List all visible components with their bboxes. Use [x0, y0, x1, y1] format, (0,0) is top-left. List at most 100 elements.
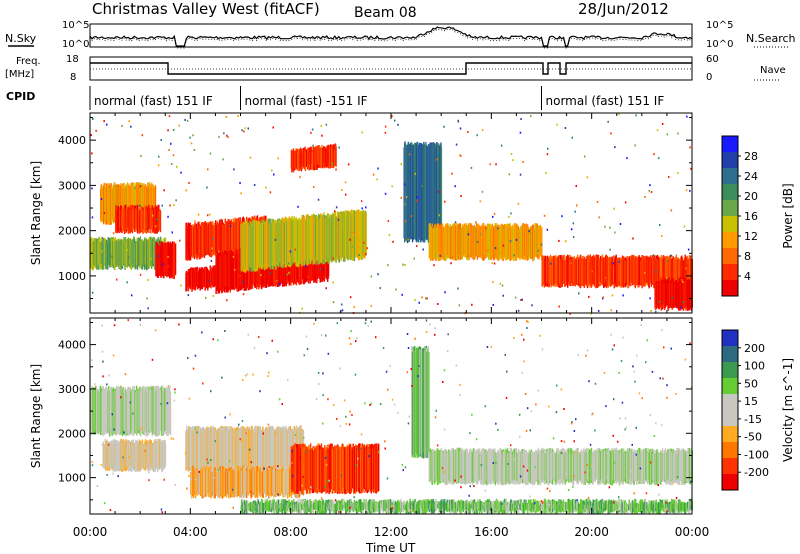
data-column: [326, 500, 328, 508]
data-speck: [225, 116, 228, 118]
data-speck: [186, 242, 188, 245]
data-speck: [637, 285, 639, 288]
data-speck: [331, 162, 334, 165]
noise-tick-high: 10^5: [62, 20, 89, 31]
data-speck: [499, 282, 502, 285]
data-speck: [365, 206, 367, 209]
data-speck: [644, 195, 646, 198]
data-speck: [530, 115, 532, 118]
data-speck: [222, 158, 224, 161]
data-speck: [391, 185, 393, 188]
data-speck: [337, 218, 340, 221]
data-speck: [176, 165, 178, 168]
data-speck: [645, 282, 648, 285]
data-speck: [387, 220, 390, 223]
data-speck: [687, 264, 689, 267]
data-speck: [547, 147, 549, 150]
data-speck: [578, 292, 580, 295]
data-column: [309, 505, 312, 515]
data-speck: [649, 184, 651, 187]
data-speck: [275, 279, 278, 282]
data-speck: [679, 306, 682, 309]
data-speck: [437, 190, 439, 193]
data-speck: [384, 192, 387, 195]
data-column: [342, 498, 344, 509]
data-speck: [492, 215, 494, 218]
data-speck: [564, 127, 567, 129]
data-speck: [543, 214, 546, 217]
data-speck: [677, 132, 679, 135]
data-speck: [510, 212, 512, 215]
data-column: [440, 146, 443, 239]
data-speck: [610, 309, 612, 312]
data-speck: [591, 270, 593, 273]
data-speck: [410, 215, 413, 218]
data-speck: [332, 257, 334, 260]
data-speck: [157, 164, 160, 167]
data-speck: [476, 241, 479, 244]
data-speck: [622, 294, 624, 297]
data-speck: [685, 189, 688, 192]
data-speck: [189, 136, 191, 139]
data-speck: [233, 168, 235, 171]
data-speck: [413, 257, 415, 260]
data-speck: [242, 281, 245, 284]
data-speck: [500, 144, 503, 147]
data-speck: [554, 285, 556, 288]
data-speck: [400, 196, 402, 199]
data-speck: [495, 163, 497, 166]
data-speck: [260, 274, 262, 277]
data-speck: [422, 248, 424, 251]
data-speck: [333, 210, 336, 213]
data-speck: [410, 147, 413, 150]
data-speck: [226, 299, 228, 302]
data-speck: [147, 279, 149, 281]
data-speck: [514, 296, 517, 299]
cpid-label: CPID: [6, 90, 35, 103]
data-speck: [178, 124, 180, 127]
data-speck: [457, 120, 460, 123]
data-speck: [655, 310, 657, 313]
data-speck: [312, 144, 314, 147]
data-speck: [317, 198, 320, 201]
data-speck: [172, 154, 175, 157]
data-column: [428, 351, 430, 453]
data-column: [360, 503, 363, 512]
data-speck: [210, 259, 213, 262]
data-speck: [288, 271, 290, 274]
data-speck: [588, 295, 590, 298]
data-speck: [265, 186, 267, 189]
data-speck: [556, 123, 558, 126]
data-speck: [687, 248, 690, 251]
data-column: [271, 500, 273, 509]
data-speck: [377, 167, 379, 170]
data-speck: [111, 255, 113, 258]
data-speck: [632, 237, 634, 240]
cpid-segment-label: normal (fast) -151 IF: [245, 94, 368, 108]
data-column: [410, 504, 412, 514]
data-speck: [370, 304, 372, 307]
data-speck: [139, 204, 141, 207]
data-speck: [479, 200, 482, 203]
data-speck: [546, 228, 549, 231]
data-speck: [597, 309, 600, 312]
y-axis-title: Slant Range [km]: [29, 161, 43, 265]
data-speck: [602, 296, 604, 299]
data-speck: [320, 125, 323, 127]
data-speck: [400, 163, 402, 166]
data-speck: [680, 279, 683, 281]
data-speck: [611, 294, 614, 297]
data-speck: [158, 155, 160, 158]
data-speck: [271, 169, 273, 172]
data-speck: [141, 134, 144, 137]
data-speck: [274, 238, 277, 241]
data-speck: [508, 173, 511, 176]
data-speck: [404, 183, 406, 186]
data-speck: [269, 272, 272, 275]
data-speck: [671, 296, 674, 299]
data-speck: [175, 199, 177, 202]
data-speck: [170, 142, 172, 145]
data-speck: [150, 258, 152, 261]
data-speck: [353, 305, 355, 308]
data-speck: [247, 127, 249, 130]
